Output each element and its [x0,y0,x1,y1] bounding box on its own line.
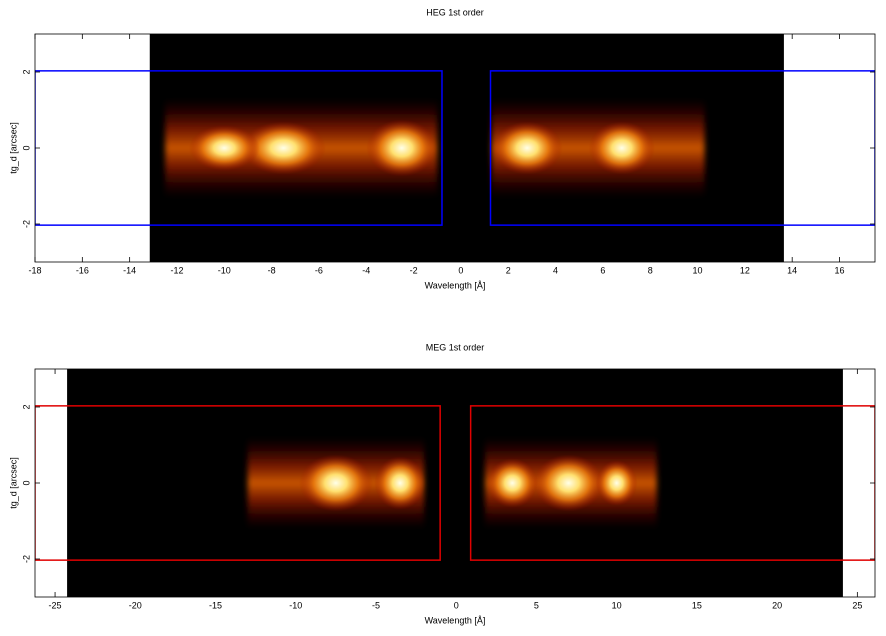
emission-peak [240,121,327,175]
emission-peak [298,454,373,512]
x-tick-label: 20 [772,600,782,610]
y-tick-label: -2 [21,555,31,563]
x-tick-label: -5 [372,600,380,610]
emission-peak [533,454,604,512]
x-tick-label: -2 [410,265,418,275]
x-axis-label: Wavelength [Å] [425,280,486,290]
x-tick-label: -25 [49,600,62,610]
y-tick-label: -2 [21,220,31,228]
y-tick-label: 0 [21,480,31,485]
x-tick-label: 0 [454,600,459,610]
region [35,405,441,561]
x-tick-label: 4 [553,265,558,275]
emission-peak [595,460,638,506]
plot-area [35,369,875,597]
emission-peak [188,125,260,171]
y-tick-label: 2 [21,69,31,74]
x-tick-label: -8 [268,265,276,275]
x-tick-label: 15 [692,600,702,610]
x-tick-label: 8 [648,265,653,275]
x-tick-label: 0 [458,265,463,275]
chart-title: HEG 1st order [426,7,484,17]
emission-peak [491,121,563,175]
x-tick-label: -6 [315,265,323,275]
x-tick-label: -10 [218,265,231,275]
region [35,70,443,226]
x-tick-label: 5 [534,600,539,610]
y-tick-label: 2 [21,404,31,409]
x-tick-label: -16 [76,265,89,275]
y-axis-label: tg_d [arcsec] [8,457,18,509]
x-tick-label: 2 [506,265,511,275]
x-tick-label: -15 [209,600,222,610]
x-tick-label: 10 [693,265,703,275]
chart-title: MEG 1st order [426,342,485,352]
emission-peak [486,458,539,508]
x-tick-label: -4 [362,265,370,275]
x-tick-label: -18 [28,265,41,275]
region [469,405,875,561]
y-axis-label: tg_d [arcsec] [8,122,18,174]
x-tick-label: -14 [123,265,136,275]
region [489,70,875,226]
data-extent [67,369,843,597]
emission-peak [588,121,655,175]
x-tick-label: -10 [289,600,302,610]
x-tick-label: 10 [612,600,622,610]
y-tick-label: 0 [21,145,31,150]
plot-area [35,34,875,262]
emission-peak [366,119,438,177]
x-tick-label: 12 [740,265,750,275]
emission-peak [374,456,426,510]
panel: -18 -16 -14 -12 -10 -8 -6 -4 -2 0 2 4 6 8 10 12 14 16 -2 0 2… [8,7,876,290]
x-tick-label: 14 [787,265,797,275]
x-tick-label: -12 [170,265,183,275]
x-tick-label: 6 [600,265,605,275]
x-axis-label: Wavelength [Å] [425,615,486,625]
x-tick-label: -20 [129,600,142,610]
x-tick-label: 16 [834,265,844,275]
x-tick-label: 25 [852,600,862,610]
